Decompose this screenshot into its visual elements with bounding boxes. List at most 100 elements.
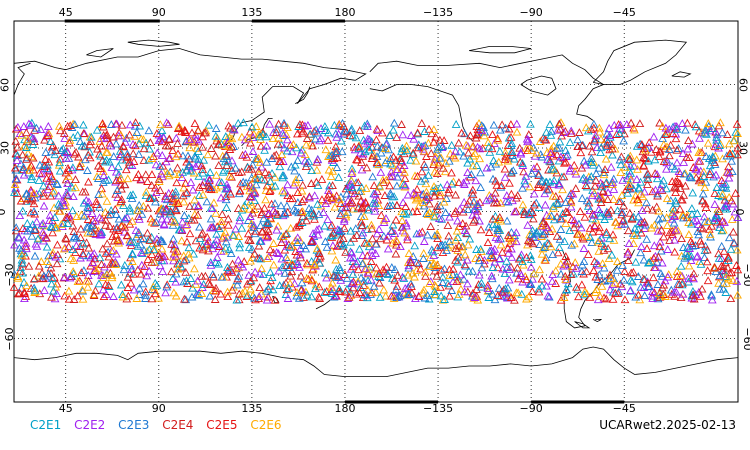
obs-triangle [296,148,306,157]
obs-triangle [281,229,291,238]
obs-triangle [203,278,213,287]
obs-triangle [400,228,410,237]
obs-triangle [378,175,388,184]
obs-triangle [10,240,19,249]
obs-triangle [500,172,510,181]
obs-triangle [284,263,294,271]
obs-triangle [17,250,27,259]
obs-triangle [391,235,401,244]
obs-triangle [518,158,527,167]
obs-triangle [624,226,633,235]
obs-triangle [71,147,81,156]
obs-triangle [308,141,317,150]
obs-triangle [77,141,87,150]
obs-triangle [463,199,473,208]
obs-triangle [703,119,713,127]
obs-triangle [650,220,659,229]
obs-triangle [102,270,112,279]
obs-triangle [321,199,331,208]
obs-triangle [664,124,674,133]
obs-triangle [378,265,388,274]
obs-triangle [392,281,402,290]
obs-triangle [143,254,153,263]
obs-triangle [109,132,118,141]
obs-triangle [187,215,197,224]
obs-triangle [431,282,441,290]
obs-triangle [35,160,45,169]
obs-triangle [728,227,738,236]
obs-triangle [602,207,612,216]
obs-triangle [559,172,569,181]
obs-triangle [444,231,454,240]
obs-triangle [372,158,382,166]
obs-triangle [688,290,698,299]
obs-triangle [194,201,203,209]
obs-triangle [49,186,59,195]
obs-triangle [38,227,48,236]
obs-triangle [360,264,370,272]
obs-triangle [153,251,163,260]
obs-triangle [655,118,664,127]
obs-triangle [286,162,296,171]
obs-triangle [482,163,492,172]
obs-triangle [332,264,341,273]
obs-triangle [178,217,187,226]
obs-triangle [662,213,672,222]
obs-triangle [419,254,428,262]
obs-triangle [507,146,517,155]
obs-triangle [411,294,420,303]
obs-triangle [144,245,154,254]
obs-triangle [265,119,274,128]
obs-triangle [62,234,71,243]
obs-triangle [155,185,165,194]
obs-triangle [460,129,470,138]
obs-triangle [334,172,343,181]
obs-triangle [430,191,439,200]
obs-triangle [102,134,112,143]
obs-triangle [235,186,245,195]
obs-triangle [208,244,218,253]
obs-triangle [81,155,90,164]
obs-triangle [287,267,297,276]
obs-triangle [102,196,112,205]
obs-triangle [727,268,737,277]
obs-triangle [34,271,44,280]
obs-triangle [565,166,575,175]
obs-triangle [301,140,311,149]
obs-triangle [688,163,698,171]
obs-triangle [448,151,458,160]
obs-triangle [418,198,428,207]
obs-triangle [203,150,213,159]
obs-triangle [626,180,635,189]
obs-triangle [506,120,516,128]
obs-triangle [407,288,417,297]
obs-triangle [65,135,75,144]
obs-triangle [260,145,269,154]
obs-triangle [265,213,275,222]
obs-triangle [489,156,498,165]
obs-triangle [141,294,150,302]
obs-triangle [727,215,737,223]
obs-triangle [28,153,38,162]
obs-triangle [694,148,704,157]
obs-triangle [493,226,503,235]
obs-triangle [262,253,272,262]
obs-triangle [719,246,729,255]
obs-triangle [476,183,485,191]
obs-triangle [597,182,607,191]
obs-triangle [699,167,709,176]
obs-triangle [508,196,517,205]
obs-triangle [413,193,423,202]
obs-triangle [193,276,202,285]
obs-triangle [336,199,346,208]
obs-triangle [222,150,231,159]
obs-triangle [428,247,438,256]
obs-triangle [79,198,89,207]
obs-triangle [354,186,364,195]
obs-triangle [204,181,214,190]
obs-triangle [660,144,670,153]
obs-triangle [517,289,527,298]
obs-triangle [20,141,29,150]
obs-triangle [579,173,589,182]
obs-triangle [347,182,357,191]
